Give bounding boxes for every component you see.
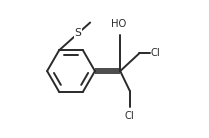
Text: S: S: [74, 28, 81, 39]
Text: HO: HO: [111, 19, 126, 29]
Text: Cl: Cl: [125, 111, 135, 121]
Text: Cl: Cl: [151, 48, 161, 58]
